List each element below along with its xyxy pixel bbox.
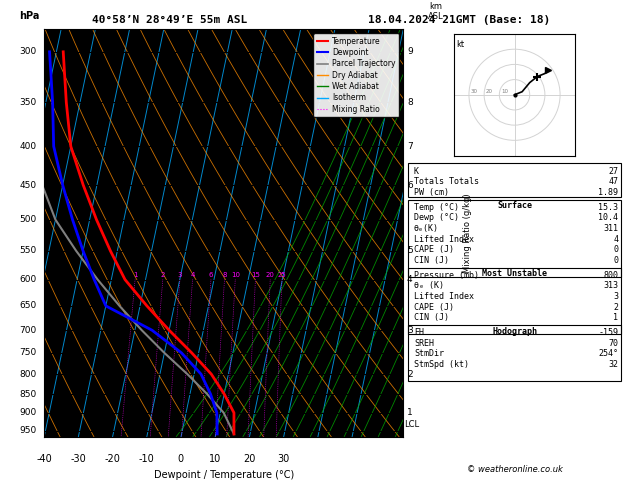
Text: 2: 2 bbox=[160, 272, 165, 278]
Text: SREH: SREH bbox=[414, 339, 434, 348]
Text: 5: 5 bbox=[407, 246, 413, 256]
Text: 800: 800 bbox=[19, 369, 37, 379]
Text: CAPE (J): CAPE (J) bbox=[414, 303, 454, 312]
Text: Totals Totals: Totals Totals bbox=[414, 177, 479, 187]
Text: 313: 313 bbox=[603, 281, 618, 291]
Text: kt: kt bbox=[456, 40, 464, 49]
Text: 27: 27 bbox=[608, 167, 618, 176]
Text: 0: 0 bbox=[613, 256, 618, 265]
Text: 700: 700 bbox=[19, 326, 37, 335]
Text: 3: 3 bbox=[407, 326, 413, 335]
Text: Lifted Index: Lifted Index bbox=[414, 235, 474, 244]
Text: StmDir: StmDir bbox=[414, 349, 444, 359]
Text: CIN (J): CIN (J) bbox=[414, 256, 449, 265]
Text: θₑ(K): θₑ(K) bbox=[414, 224, 439, 233]
Text: 650: 650 bbox=[19, 301, 37, 311]
Text: CIN (J): CIN (J) bbox=[414, 313, 449, 323]
Text: 20: 20 bbox=[266, 272, 275, 278]
Text: 47: 47 bbox=[608, 177, 618, 187]
Text: 300: 300 bbox=[19, 47, 37, 56]
Text: -30: -30 bbox=[70, 454, 86, 464]
Text: CAPE (J): CAPE (J) bbox=[414, 245, 454, 255]
Text: 950: 950 bbox=[19, 426, 37, 435]
Text: LCL: LCL bbox=[404, 420, 420, 429]
Text: 500: 500 bbox=[19, 215, 37, 224]
Text: 6: 6 bbox=[407, 180, 413, 190]
Text: 10: 10 bbox=[209, 454, 221, 464]
Text: 15.3: 15.3 bbox=[598, 203, 618, 212]
Text: 450: 450 bbox=[19, 180, 37, 190]
Text: 1: 1 bbox=[613, 313, 618, 323]
Text: 6: 6 bbox=[209, 272, 213, 278]
Text: EH: EH bbox=[414, 328, 424, 337]
Text: 18.04.2024 21GMT (Base: 18): 18.04.2024 21GMT (Base: 18) bbox=[368, 15, 550, 25]
Text: StmSpd (kt): StmSpd (kt) bbox=[414, 360, 469, 369]
Text: 1: 1 bbox=[133, 272, 137, 278]
Text: © weatheronline.co.uk: © weatheronline.co.uk bbox=[467, 465, 562, 474]
Text: Lifted Index: Lifted Index bbox=[414, 292, 474, 301]
Text: 550: 550 bbox=[19, 246, 37, 256]
Text: 400: 400 bbox=[19, 142, 37, 151]
Text: 2: 2 bbox=[613, 303, 618, 312]
Text: 4: 4 bbox=[407, 275, 413, 284]
Text: -40: -40 bbox=[36, 454, 52, 464]
Text: 40°58’N 28°49’E 55m ASL: 40°58’N 28°49’E 55m ASL bbox=[92, 15, 247, 25]
Text: Mixing Ratio (g/kg): Mixing Ratio (g/kg) bbox=[464, 193, 472, 273]
Text: hPa: hPa bbox=[19, 11, 39, 21]
Text: 15: 15 bbox=[251, 272, 260, 278]
Text: 20: 20 bbox=[243, 454, 255, 464]
Text: 10: 10 bbox=[501, 89, 508, 94]
Text: 30: 30 bbox=[277, 454, 290, 464]
Text: θₑ (K): θₑ (K) bbox=[414, 281, 444, 291]
Text: 9: 9 bbox=[407, 47, 413, 56]
Text: Pressure (mb): Pressure (mb) bbox=[414, 271, 479, 280]
Text: Dewp (°C): Dewp (°C) bbox=[414, 213, 459, 223]
Text: 600: 600 bbox=[19, 275, 37, 284]
Text: Temp (°C): Temp (°C) bbox=[414, 203, 459, 212]
Text: 8: 8 bbox=[222, 272, 226, 278]
Text: 8: 8 bbox=[407, 98, 413, 107]
Text: 0: 0 bbox=[613, 245, 618, 255]
Text: Hodograph: Hodograph bbox=[492, 327, 537, 336]
Text: 1.89: 1.89 bbox=[598, 188, 618, 197]
Text: 850: 850 bbox=[19, 389, 37, 399]
Text: K: K bbox=[414, 167, 419, 176]
Text: 900: 900 bbox=[19, 408, 37, 417]
Text: 750: 750 bbox=[19, 348, 37, 357]
Text: 20: 20 bbox=[486, 89, 493, 94]
Text: 3: 3 bbox=[613, 292, 618, 301]
Text: 800: 800 bbox=[603, 271, 618, 280]
Text: -159: -159 bbox=[598, 328, 618, 337]
Text: -20: -20 bbox=[104, 454, 120, 464]
Text: -10: -10 bbox=[139, 454, 155, 464]
Text: Dewpoint / Temperature (°C): Dewpoint / Temperature (°C) bbox=[153, 470, 294, 480]
Text: Surface: Surface bbox=[497, 201, 532, 210]
Text: 3: 3 bbox=[177, 272, 182, 278]
Text: Most Unstable: Most Unstable bbox=[482, 269, 547, 278]
Text: 10: 10 bbox=[231, 272, 240, 278]
Text: 30: 30 bbox=[470, 89, 477, 94]
Text: 10.4: 10.4 bbox=[598, 213, 618, 223]
Text: 70: 70 bbox=[608, 339, 618, 348]
Text: 254°: 254° bbox=[598, 349, 618, 359]
Text: 2: 2 bbox=[407, 369, 413, 379]
Text: 350: 350 bbox=[19, 98, 37, 107]
Text: 32: 32 bbox=[608, 360, 618, 369]
Text: 311: 311 bbox=[603, 224, 618, 233]
Text: 4: 4 bbox=[191, 272, 195, 278]
Legend: Temperature, Dewpoint, Parcel Trajectory, Dry Adiabat, Wet Adiabat, Isotherm, Mi: Temperature, Dewpoint, Parcel Trajectory… bbox=[313, 33, 399, 117]
Text: 7: 7 bbox=[407, 142, 413, 151]
Text: km
ASL: km ASL bbox=[428, 1, 443, 21]
Text: 25: 25 bbox=[277, 272, 286, 278]
Text: 0: 0 bbox=[178, 454, 184, 464]
Text: 1: 1 bbox=[407, 408, 413, 417]
Text: PW (cm): PW (cm) bbox=[414, 188, 449, 197]
Text: 4: 4 bbox=[613, 235, 618, 244]
